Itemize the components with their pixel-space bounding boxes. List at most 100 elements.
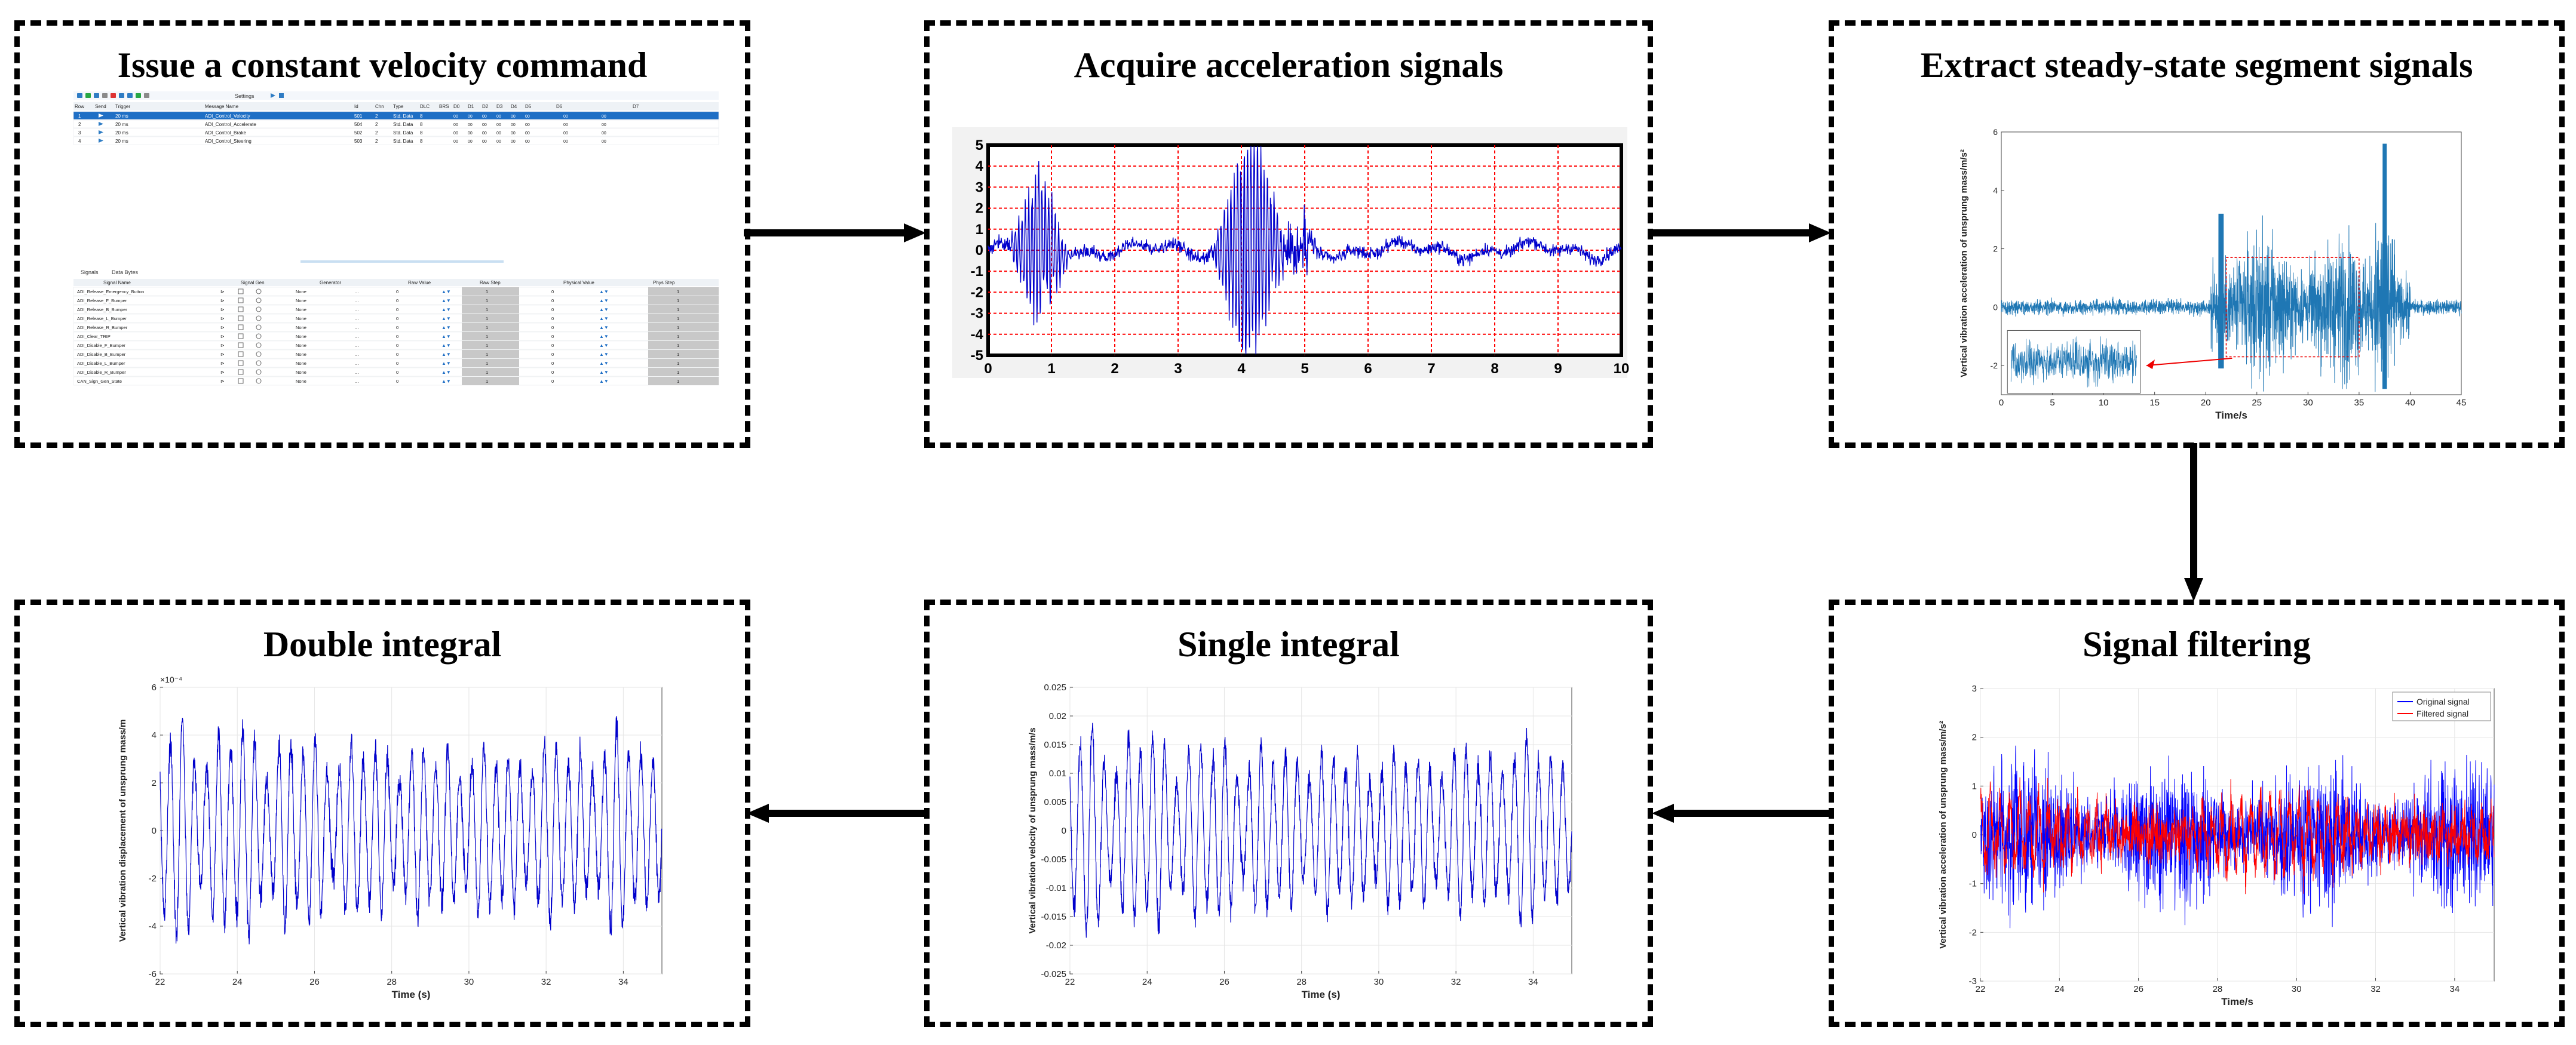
generator-cell: None bbox=[296, 343, 306, 348]
x-tick-label: 5 bbox=[2050, 398, 2054, 408]
data-byte-cell: 00 bbox=[482, 131, 487, 136]
send-icon[interactable] bbox=[99, 113, 103, 118]
selection-box bbox=[2225, 257, 2360, 358]
checkbox-icon[interactable] bbox=[238, 297, 244, 303]
y-tick-label: 2 bbox=[1993, 244, 1998, 254]
phys-step-cell: 1 bbox=[677, 352, 679, 357]
x-tick-label: 32 bbox=[541, 977, 551, 987]
dlc-cell: 8 bbox=[420, 130, 423, 136]
message-name-cell: ADI_Control_Brake bbox=[205, 130, 246, 136]
signal-gen-icon: ⊳ bbox=[220, 361, 225, 366]
data-byte-cell: 00 bbox=[482, 123, 487, 127]
checkbox-icon[interactable] bbox=[238, 360, 244, 366]
x-tick-label: 26 bbox=[2133, 984, 2143, 994]
single-integral-chart: 22 24 26 28 30 32 34 -0.025 -0.02 -0.015 -0.01 -0.0… bbox=[1028, 683, 1572, 1000]
x-tick-label: 34 bbox=[2450, 984, 2460, 994]
stepper-icon: ▲▼ bbox=[441, 370, 451, 375]
toolbar-button-icon[interactable] bbox=[119, 93, 124, 98]
id-cell: 501 bbox=[354, 113, 363, 119]
signal-table: Signal Name Signal Gen Generator Raw Value R… bbox=[73, 279, 719, 386]
radio-icon[interactable] bbox=[256, 333, 262, 339]
settings-menu[interactable]: Settings bbox=[235, 93, 254, 99]
y-tick-label: 0 bbox=[1062, 826, 1066, 836]
panel-acquire-signals: Acquire acceleration signals 0 1 2 3 4 5 6 7 8 9 1… bbox=[924, 20, 1653, 448]
chn-cell: 2 bbox=[375, 122, 378, 127]
y-tick-label: 5 bbox=[976, 137, 983, 153]
checkbox-icon[interactable] bbox=[238, 369, 244, 375]
signal-name-cell: ADI_Clear_TRIP bbox=[77, 334, 111, 339]
tab-data-bytes[interactable]: Data Bytes bbox=[112, 269, 139, 275]
checkbox-icon[interactable] bbox=[238, 288, 244, 294]
toolbar-button-icon[interactable] bbox=[144, 93, 149, 98]
stop-icon[interactable] bbox=[279, 93, 284, 98]
phys-step-cell-bg bbox=[648, 377, 719, 385]
stepper-icon: ▲▼ bbox=[599, 298, 609, 303]
phys-step-cell-bg bbox=[648, 323, 719, 331]
x-tick-label: 26 bbox=[309, 977, 320, 987]
trigger-cell: 20 ms bbox=[115, 139, 128, 144]
data-byte-cell: 00 bbox=[511, 123, 516, 127]
phys-step-cell-bg bbox=[648, 287, 719, 296]
radio-icon[interactable] bbox=[256, 297, 262, 303]
send-icon[interactable] bbox=[99, 139, 103, 143]
ellipsis-icon: … bbox=[354, 316, 359, 321]
table-row[interactable] bbox=[73, 128, 719, 137]
table-row[interactable] bbox=[73, 136, 719, 145]
x-tick-label: 22 bbox=[1065, 977, 1075, 987]
radio-icon[interactable] bbox=[256, 324, 262, 330]
radio-icon[interactable] bbox=[256, 360, 262, 366]
checkbox-icon[interactable] bbox=[238, 351, 244, 357]
checkbox-icon[interactable] bbox=[238, 333, 244, 339]
checkbox-icon[interactable] bbox=[238, 306, 244, 312]
signal-gen-icon: ⊳ bbox=[220, 298, 225, 303]
send-icon[interactable] bbox=[99, 122, 103, 126]
table-row[interactable] bbox=[73, 119, 719, 128]
splitter[interactable] bbox=[300, 260, 504, 263]
arrow-filtering-to-single bbox=[1652, 804, 1831, 823]
toolbar-button-icon[interactable] bbox=[85, 93, 91, 98]
y-tick-label: 2 bbox=[976, 201, 983, 217]
send-icon[interactable] bbox=[99, 130, 103, 134]
y-tick-label: 0 bbox=[1972, 830, 1977, 840]
table-row[interactable] bbox=[73, 111, 719, 120]
checkbox-icon[interactable] bbox=[238, 315, 244, 321]
toolbar-button-icon[interactable] bbox=[136, 93, 141, 98]
radio-icon[interactable] bbox=[256, 378, 262, 384]
x-axis-label: Time/s bbox=[2215, 410, 2247, 421]
checkbox-icon[interactable] bbox=[238, 378, 244, 384]
physical-value-cell: 0 bbox=[551, 298, 554, 303]
raw-value-cell: 0 bbox=[396, 298, 398, 303]
type-cell: Std. Data bbox=[393, 113, 413, 119]
phys-step-cell: 1 bbox=[677, 325, 679, 330]
radio-icon[interactable] bbox=[256, 288, 262, 294]
checkbox-icon[interactable] bbox=[238, 342, 244, 348]
stepper-icon: ▲▼ bbox=[599, 316, 609, 321]
toolbar-button-icon[interactable] bbox=[127, 93, 133, 98]
toolbar-button-icon[interactable] bbox=[77, 93, 82, 98]
raw-step-cell: 1 bbox=[486, 298, 488, 303]
ellipsis-icon: … bbox=[354, 370, 359, 375]
radio-icon[interactable] bbox=[256, 369, 262, 375]
toolbar-button-icon[interactable] bbox=[102, 93, 108, 98]
radio-icon[interactable] bbox=[256, 351, 262, 357]
data-byte-cell: 00 bbox=[468, 131, 473, 136]
checkbox-icon[interactable] bbox=[238, 324, 244, 330]
raw-step-cell-bg bbox=[462, 341, 519, 349]
toolbar-button-icon[interactable] bbox=[111, 93, 116, 98]
y-axis-label: Vertical vibration displacement of unspr… bbox=[118, 720, 128, 942]
y-axis-label: Vertical vibration velocity of unsprung … bbox=[1028, 727, 1038, 933]
radio-icon[interactable] bbox=[256, 342, 262, 348]
radio-icon[interactable] bbox=[256, 306, 262, 312]
x-axis-label: Time (s) bbox=[392, 989, 431, 1000]
tab-signals[interactable]: Signals bbox=[81, 269, 99, 275]
radio-icon[interactable] bbox=[256, 315, 262, 321]
arrow-extract-to-filtering bbox=[2184, 443, 2203, 601]
panel-title: Issue a constant velocity command bbox=[117, 45, 648, 85]
y-tick-label: -0.005 bbox=[1041, 855, 1066, 865]
column-header: D3 bbox=[496, 104, 503, 109]
raw-value-cell: 0 bbox=[396, 334, 398, 339]
trigger-cell: 20 ms bbox=[115, 113, 128, 119]
play-icon[interactable] bbox=[271, 93, 275, 98]
toolbar-button-icon[interactable] bbox=[94, 93, 99, 98]
